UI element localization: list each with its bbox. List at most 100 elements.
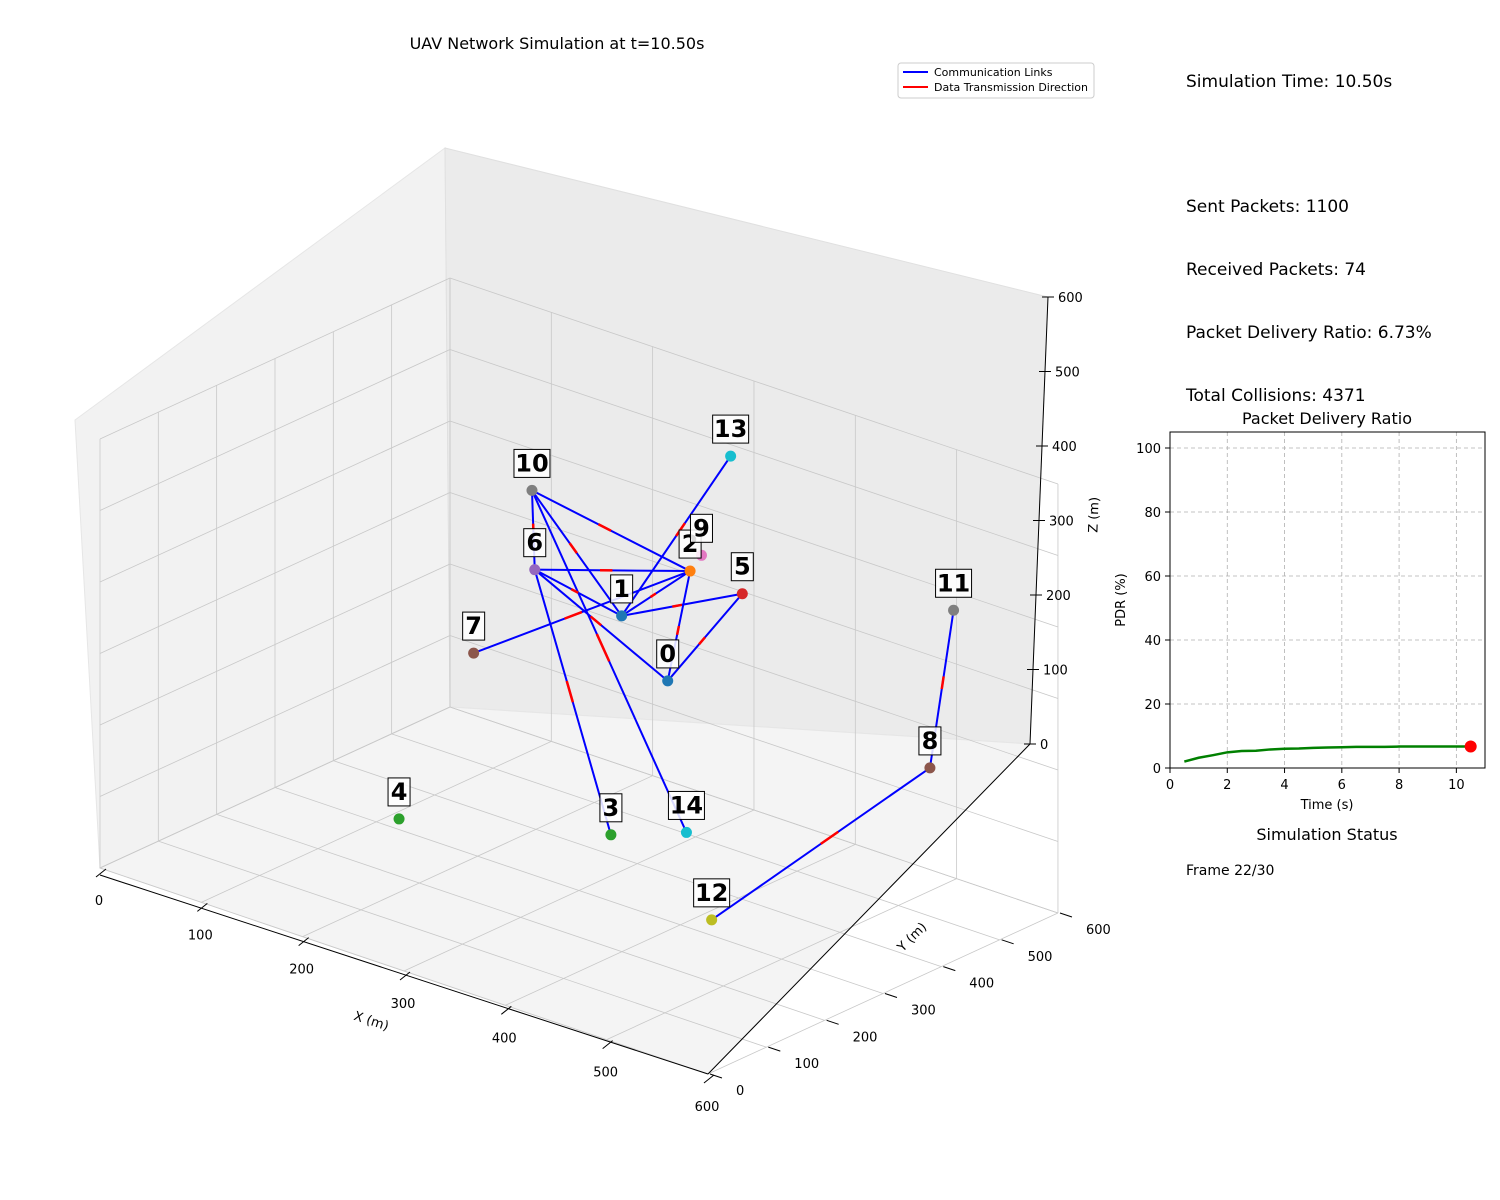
uav-node-marker — [526, 484, 538, 496]
uav-node-marker — [924, 762, 936, 774]
stat-sent-packets: Sent Packets: 1100 — [1186, 197, 1349, 217]
grid-line-z-side — [99, 563, 451, 726]
y-tick-label: 100 — [794, 1057, 819, 1072]
uav-node-label-box — [513, 448, 551, 478]
data-direction-marker — [675, 625, 681, 636]
uav-node-marker — [468, 647, 480, 659]
uav-node-marker — [662, 675, 674, 687]
uav-node-label-box — [935, 568, 973, 598]
z-tick-label: 100 — [1043, 664, 1068, 679]
uav-node-marker — [605, 829, 617, 841]
pdr-x-tick-label: 10 — [1448, 778, 1465, 793]
data-direction-marker — [570, 587, 579, 594]
y-tick-label: 300 — [911, 1003, 936, 1018]
y-tick-label: 0 — [736, 1084, 744, 1099]
pdr-series — [1183, 740, 1477, 763]
y-tick-mark — [884, 993, 898, 998]
uav-node-marker — [529, 564, 541, 576]
y-tick-mark — [709, 1073, 723, 1079]
pdr-y-tick-label: 80 — [1144, 506, 1161, 521]
z-axis-label: Z (m) — [1086, 497, 1102, 533]
stats-panel: Simulation Time: 10.50s Sent Packets: 11… — [1186, 30, 1432, 428]
data-direction-marker — [597, 523, 612, 532]
pdr-chart-title: Packet Delivery Ratio — [1242, 409, 1412, 428]
y-tick-mark — [826, 1019, 839, 1025]
grid-line-z-side — [99, 635, 451, 797]
y-tick-label: 400 — [969, 977, 994, 992]
uav-node-label: 0 — [659, 640, 676, 668]
uav-node-label-box — [656, 639, 680, 669]
data-direction-marker — [565, 680, 575, 703]
stat-sim-time: Simulation Time: 10.50s — [1186, 72, 1393, 92]
uav-node-label-box — [712, 414, 750, 444]
uav-node-marker — [948, 604, 960, 616]
z-tick-label: 0 — [1040, 738, 1048, 753]
status-title: Simulation Status — [1256, 825, 1397, 844]
pdr-y-tick-label: 100 — [1136, 442, 1161, 457]
x-tick-mark — [298, 937, 309, 947]
uav-node-marker — [616, 610, 628, 622]
x-axis-label: X (m) — [352, 1009, 391, 1034]
grid-line-y-floor — [274, 787, 884, 994]
z-tick-label: 500 — [1055, 366, 1080, 381]
grid-line-y-floor — [158, 840, 767, 1048]
uav-node-label-box — [610, 574, 634, 604]
grid-line-z-back — [449, 492, 1059, 699]
grid-line-z-back — [449, 349, 1059, 556]
uav-node-label: 10 — [515, 449, 548, 477]
y-tick-mark — [768, 1046, 781, 1052]
pdr-plot-frame — [1169, 431, 1486, 769]
grid-line-z-side — [99, 277, 451, 440]
x-tick-mark — [95, 868, 107, 878]
x-tick-label: 600 — [695, 1100, 720, 1115]
y-axis-label: Y (m) — [894, 920, 930, 956]
data-direction-marker — [564, 610, 583, 620]
data-direction-marker — [698, 636, 706, 646]
uav-node-label: 3 — [603, 794, 620, 822]
legend-box — [897, 62, 1095, 99]
uav-node-marker — [684, 565, 696, 577]
pdr-y-tick-label: 0 — [1153, 762, 1161, 777]
y-tick-mark — [1001, 939, 1014, 945]
y-tick-mark — [943, 966, 956, 972]
x-tick-label: 400 — [492, 1031, 517, 1046]
uav-node-label: 9 — [693, 514, 710, 542]
uav-node-label: 1 — [613, 575, 630, 603]
pdr-x-label: Time (s) — [1300, 798, 1354, 813]
y-tick-label: 500 — [1028, 950, 1053, 965]
data-direction-marker — [568, 542, 578, 554]
z-tick-label: 300 — [1049, 515, 1074, 530]
stat-collisions: Total Collisions: 4371 — [1186, 386, 1366, 406]
network-links — [473, 455, 955, 921]
grid-line-z-back — [449, 635, 1059, 842]
pdr-x-tick-label: 2 — [1223, 778, 1231, 793]
grid-line-z-side — [99, 706, 451, 869]
grid-line-z-side — [99, 420, 451, 583]
grid-line-z-back — [449, 563, 1059, 771]
uav-node-marker — [706, 914, 718, 926]
uav-node-label-box — [387, 777, 411, 807]
x-tick-label: 100 — [188, 928, 213, 943]
uav-node-label: 11 — [937, 569, 970, 597]
grid-line-z-side — [99, 349, 451, 511]
uav-node-label: 12 — [695, 879, 728, 907]
y-tick-label: 600 — [1086, 923, 1111, 938]
communication-link — [531, 489, 623, 617]
uav-node-label: 6 — [526, 529, 543, 557]
pdr-x-tick-label: 4 — [1280, 778, 1288, 793]
legend-label-direction: Data Transmission Direction — [934, 81, 1088, 94]
uav-node-marker — [736, 588, 748, 600]
stat-pdr: Packet Delivery Ratio: 6.73% — [1186, 323, 1432, 343]
grid-line-z-side — [99, 492, 451, 654]
uav-node-label-box — [689, 513, 713, 543]
grid-line-z-back — [449, 277, 1059, 485]
communication-link — [711, 767, 931, 921]
x-tick-label: 200 — [289, 963, 314, 978]
grid-line-y-floor — [333, 760, 942, 968]
grid-line-y-floor — [391, 733, 1000, 941]
x-tick-mark — [602, 1040, 613, 1050]
data-direction-marker — [649, 592, 657, 599]
uav-node-marker — [680, 826, 692, 838]
y-tick-label: 200 — [853, 1030, 878, 1045]
